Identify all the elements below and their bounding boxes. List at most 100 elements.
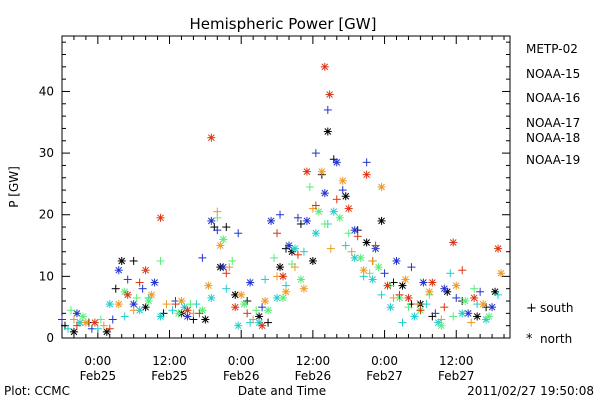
- legend-noaa-17: NOAA-17: [526, 116, 580, 130]
- data-point: [240, 300, 249, 309]
- data-point: [302, 216, 311, 225]
- data-point: [341, 241, 350, 250]
- y-axis-label: P [GW]: [7, 166, 21, 208]
- data-point: [207, 133, 216, 142]
- data-point: [494, 244, 503, 253]
- data-point: [129, 306, 138, 315]
- footer-timestamp: 2011/02/27 19:50:08: [467, 384, 594, 398]
- data-point: [296, 219, 305, 228]
- data-point: [108, 315, 117, 324]
- data-point: [392, 256, 401, 265]
- data-point: [282, 287, 290, 296]
- data-point: [243, 309, 252, 318]
- footer-plot-credit: Plot: CCMC: [4, 384, 70, 398]
- data-point: [341, 192, 350, 201]
- x-tick-time-label: 12:00: [439, 354, 474, 368]
- y-tick-label: 40: [39, 84, 54, 98]
- x-tick-date-label: Feb25: [80, 369, 117, 383]
- data-point: [302, 167, 311, 176]
- data-point: [470, 284, 479, 293]
- data-point: [332, 195, 341, 204]
- data-point: [138, 284, 147, 293]
- data-point: [222, 269, 231, 278]
- data-point: [72, 309, 81, 318]
- data-point: [410, 312, 419, 321]
- data-point: [335, 213, 344, 222]
- legend-noaa-19: NOAA-19: [526, 153, 580, 167]
- x-axis-label: Date and Time: [238, 384, 326, 398]
- data-point: [78, 312, 87, 321]
- data-point: [452, 293, 461, 302]
- data-point: [267, 216, 276, 225]
- data-point: [273, 293, 282, 302]
- data-point: [264, 318, 273, 327]
- data-point: [174, 309, 183, 318]
- data-point: [96, 315, 105, 324]
- data-point: [290, 263, 299, 272]
- data-point: [362, 158, 371, 167]
- data-point: [293, 250, 302, 259]
- data-point: [377, 183, 386, 191]
- data-point: [428, 278, 437, 287]
- data-point: [261, 297, 270, 306]
- data-point: [389, 293, 398, 302]
- x-axis: 0:00Feb2512:00Feb250:00Feb2612:00Feb260:…: [61, 36, 505, 383]
- data-point: [325, 90, 334, 99]
- data-point: [213, 226, 222, 235]
- data-point: [195, 309, 204, 318]
- data-point: [476, 287, 485, 296]
- data-point: [449, 312, 458, 321]
- x-tick-time-label: 12:00: [296, 354, 331, 368]
- data-point: [162, 300, 171, 309]
- data-point: [494, 290, 503, 299]
- data-point: [279, 272, 288, 281]
- legend-noaa-15: NOAA-15: [526, 67, 580, 81]
- data-point: [252, 306, 261, 315]
- data-point: [261, 275, 270, 284]
- data-point: [219, 235, 228, 244]
- x-tick-time-label: 12:00: [152, 354, 187, 368]
- x-tick-date-label: Feb27: [438, 369, 475, 383]
- data-point: [183, 306, 192, 315]
- data-point: [231, 303, 240, 312]
- data-point: [407, 263, 416, 272]
- data-point: [374, 263, 383, 272]
- y-tick-label: 0: [46, 331, 54, 345]
- marker-south-symbol: +: [526, 301, 537, 316]
- data-point: [320, 189, 329, 198]
- data-point: [99, 321, 108, 330]
- data-point: [365, 269, 374, 278]
- marker-north-label: north: [540, 332, 572, 346]
- x-tick-time-label: 0:00: [371, 354, 398, 368]
- data-point: [234, 229, 243, 238]
- x-tick-date-label: Feb27: [366, 369, 403, 383]
- data-point: [207, 293, 216, 302]
- marker-south-label: south: [540, 301, 574, 315]
- data-point: [305, 183, 314, 191]
- data-point: [264, 306, 273, 315]
- data-point: [395, 290, 404, 299]
- data-point: [338, 176, 347, 185]
- data-point: [404, 293, 413, 302]
- data-point: [371, 241, 380, 250]
- data-point: [207, 216, 216, 225]
- data-point: [156, 312, 165, 321]
- data-point: [293, 213, 302, 222]
- data-point: [425, 287, 434, 296]
- data-point: [273, 229, 282, 238]
- data-point: [144, 297, 153, 306]
- data-point: [320, 219, 329, 228]
- data-point: [326, 244, 335, 253]
- data-point: [317, 167, 326, 176]
- data-point: [58, 315, 66, 324]
- data-points: [58, 62, 506, 336]
- data-point: [156, 213, 165, 222]
- data-point: [186, 300, 195, 309]
- data-point: [279, 293, 288, 302]
- data-point: [398, 281, 407, 290]
- data-point: [479, 300, 488, 309]
- data-point: [66, 306, 75, 315]
- data-point: [377, 290, 386, 299]
- data-point: [299, 284, 308, 293]
- data-point: [258, 321, 267, 330]
